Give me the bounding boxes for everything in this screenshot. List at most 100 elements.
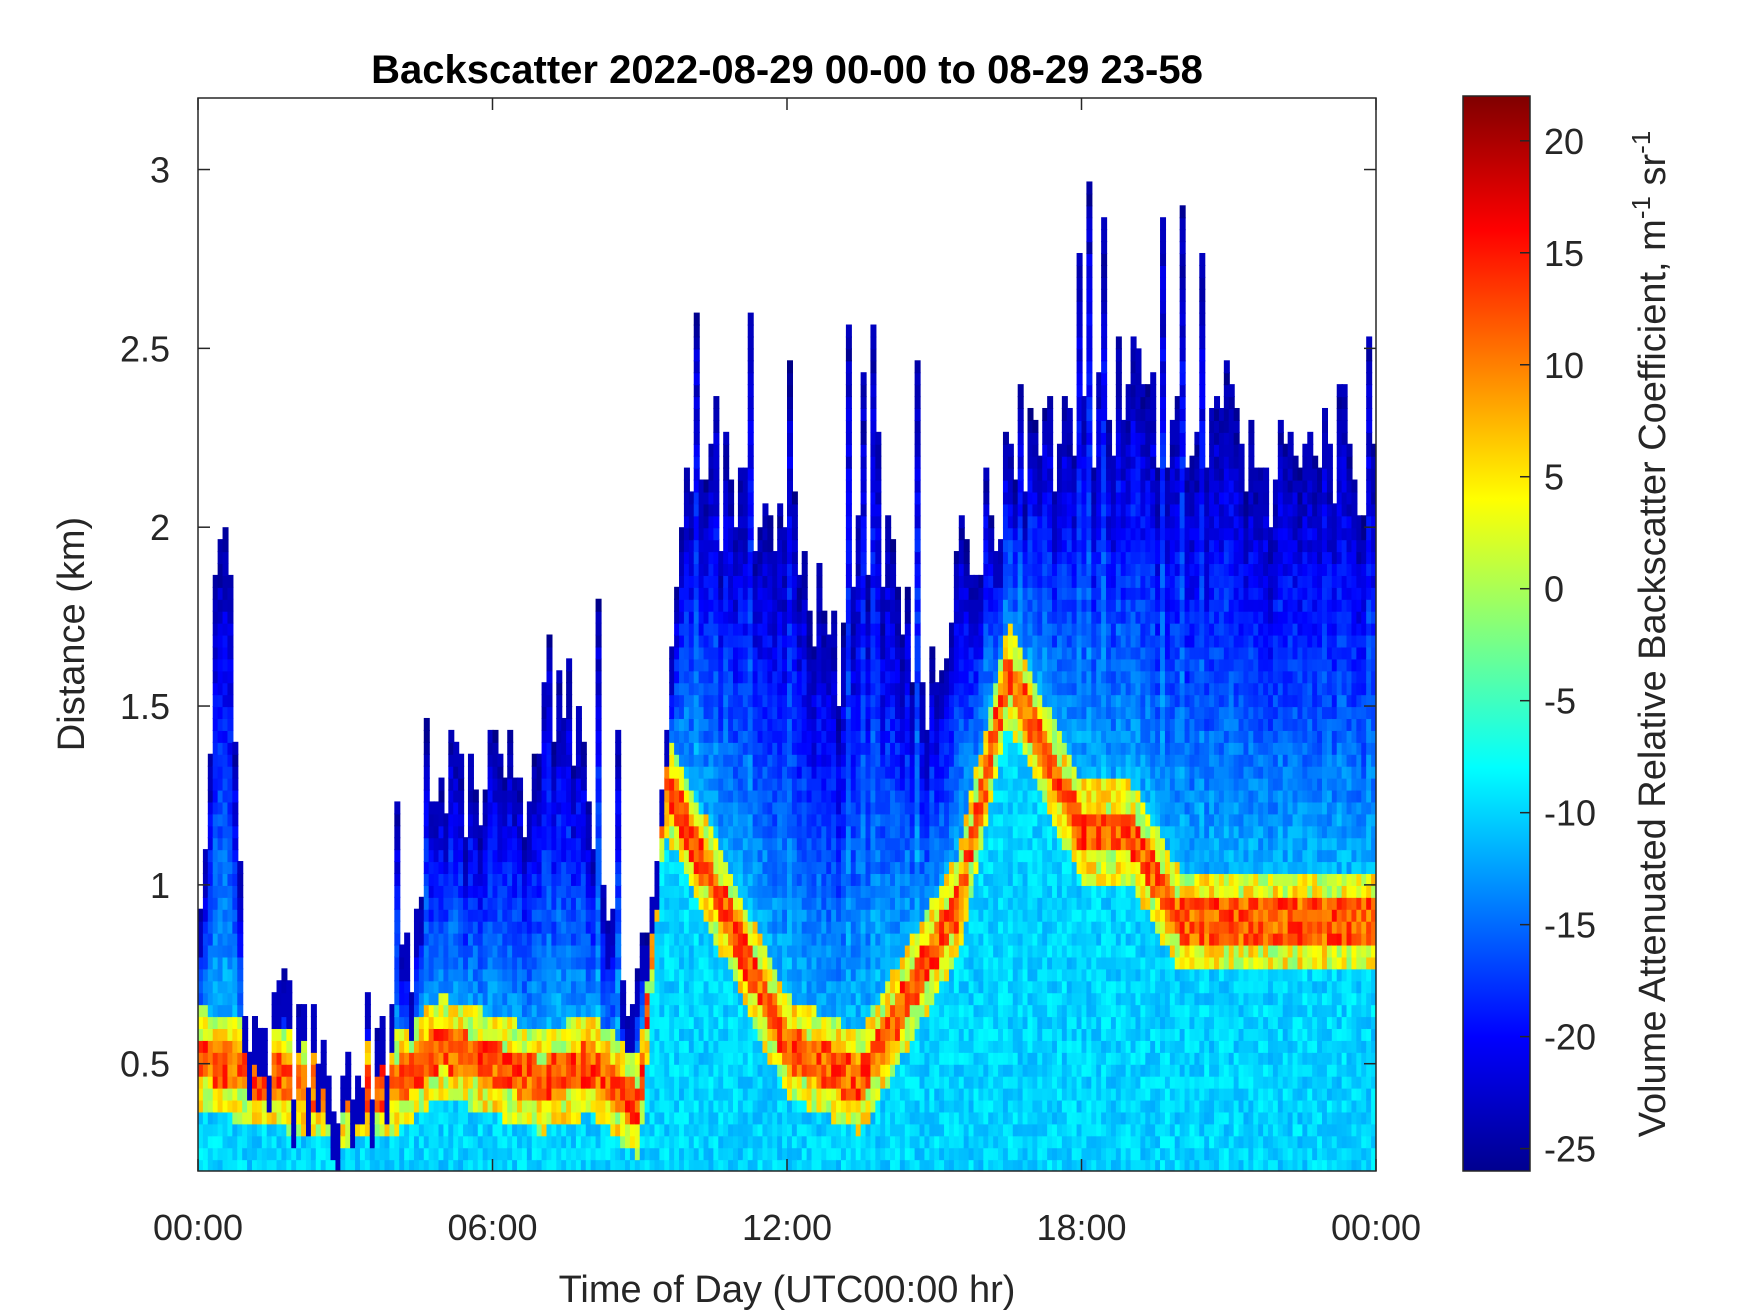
heatmap-cell — [836, 872, 843, 886]
heatmap-cell — [487, 932, 494, 946]
heatmap-cell — [723, 551, 730, 565]
heatmap-cell — [801, 956, 808, 970]
heatmap-cell — [713, 1159, 720, 1171]
heatmap-cell — [880, 944, 887, 958]
heatmap-cell — [747, 837, 754, 851]
heatmap-cell — [683, 1075, 690, 1089]
heatmap-cell — [674, 682, 681, 696]
heatmap-cell — [610, 1039, 617, 1053]
heatmap-cell — [718, 717, 725, 731]
heatmap-cell — [870, 443, 877, 457]
heatmap-cell — [840, 1051, 847, 1065]
heatmap-cell — [791, 586, 798, 600]
heatmap-cell — [826, 825, 833, 839]
heatmap-cell — [723, 1159, 730, 1171]
heatmap-cell — [482, 1135, 489, 1149]
heatmap-cell — [433, 849, 440, 863]
heatmap-cell — [894, 1063, 901, 1077]
heatmap-cell — [831, 849, 838, 863]
heatmap-cell — [453, 1123, 460, 1137]
heatmap-cell — [875, 1051, 882, 1065]
heatmap-cell — [718, 801, 725, 815]
heatmap-cell — [796, 753, 803, 767]
heatmap-cell — [227, 861, 234, 875]
heatmap-cell — [202, 1087, 209, 1101]
heatmap-cell — [801, 1027, 808, 1041]
heatmap-cell — [703, 622, 710, 636]
heatmap-cell — [782, 968, 789, 982]
heatmap-cell — [742, 527, 749, 541]
heatmap-cell — [659, 944, 666, 958]
heatmap-cell — [737, 1111, 744, 1125]
heatmap-cell — [737, 1075, 744, 1089]
heatmap-cell — [737, 515, 744, 529]
heatmap-cell — [767, 574, 774, 588]
heatmap-cell — [713, 539, 720, 553]
heatmap-cell — [777, 694, 784, 708]
heatmap-cell — [364, 1111, 371, 1125]
heatmap-cell — [492, 861, 499, 875]
heatmap-cell — [595, 753, 602, 767]
heatmap-cell — [865, 598, 872, 612]
heatmap-cell — [615, 777, 622, 791]
heatmap-cell — [811, 765, 818, 779]
heatmap-cell — [890, 574, 897, 588]
heatmap-cell — [634, 1016, 641, 1030]
heatmap-cell — [791, 694, 798, 708]
heatmap-cell — [399, 1135, 406, 1149]
heatmap-cell — [561, 884, 568, 898]
heatmap-cell — [890, 872, 897, 886]
heatmap-cell — [767, 598, 774, 612]
heatmap-cell — [251, 1016, 258, 1030]
heatmap-cell — [875, 503, 882, 517]
heatmap-cell — [787, 670, 793, 684]
heatmap-cell — [639, 1147, 646, 1161]
heatmap-cell — [222, 777, 229, 791]
heatmap-cell — [605, 1075, 612, 1089]
heatmap-cell — [580, 813, 587, 827]
heatmap-cell — [546, 920, 553, 934]
heatmap-cell — [708, 849, 715, 863]
heatmap-cell — [600, 1111, 607, 1125]
heatmap-cell — [708, 980, 715, 994]
heatmap-cell — [679, 1016, 686, 1030]
heatmap-cell — [747, 1063, 754, 1077]
heatmap-cell — [742, 872, 749, 886]
heatmap-cell — [566, 1099, 573, 1113]
heatmap-cell — [364, 992, 371, 1006]
heatmap-cell — [669, 980, 676, 994]
heatmap-cell — [855, 1099, 862, 1113]
heatmap-cell — [894, 896, 901, 910]
heatmap-cell — [772, 968, 779, 982]
heatmap-cell — [399, 1027, 406, 1041]
heatmap-cell — [428, 956, 435, 970]
heatmap-cell — [811, 872, 818, 886]
heatmap-cell — [713, 765, 720, 779]
heatmap-cell — [217, 1027, 224, 1041]
heatmap-cell — [737, 729, 744, 743]
heatmap-cell — [585, 956, 592, 970]
heatmap-cell — [428, 813, 435, 827]
heatmap-cell — [747, 1087, 754, 1101]
heatmap-cell — [894, 682, 901, 696]
heatmap-cell — [561, 908, 568, 922]
heatmap-cell — [438, 896, 445, 910]
heatmap-cell — [787, 1075, 793, 1089]
heatmap-cell — [639, 956, 646, 970]
heatmap-cell — [301, 1039, 308, 1053]
heatmap-cell — [767, 670, 774, 684]
heatmap-cell — [207, 1159, 214, 1171]
heatmap-cell — [733, 1027, 740, 1041]
heatmap-cell — [237, 1099, 244, 1113]
heatmap-cell — [482, 908, 489, 922]
heatmap-cell — [502, 1087, 509, 1101]
heatmap-cell — [217, 610, 224, 624]
heatmap-cell — [546, 825, 553, 839]
heatmap-cell — [890, 551, 897, 565]
heatmap-cell — [571, 896, 578, 910]
heatmap-cell — [575, 765, 582, 779]
heatmap-cell — [256, 1111, 263, 1125]
heatmap-cell — [237, 908, 244, 922]
heatmap-cell — [227, 753, 234, 767]
heatmap-cell — [683, 1111, 690, 1125]
